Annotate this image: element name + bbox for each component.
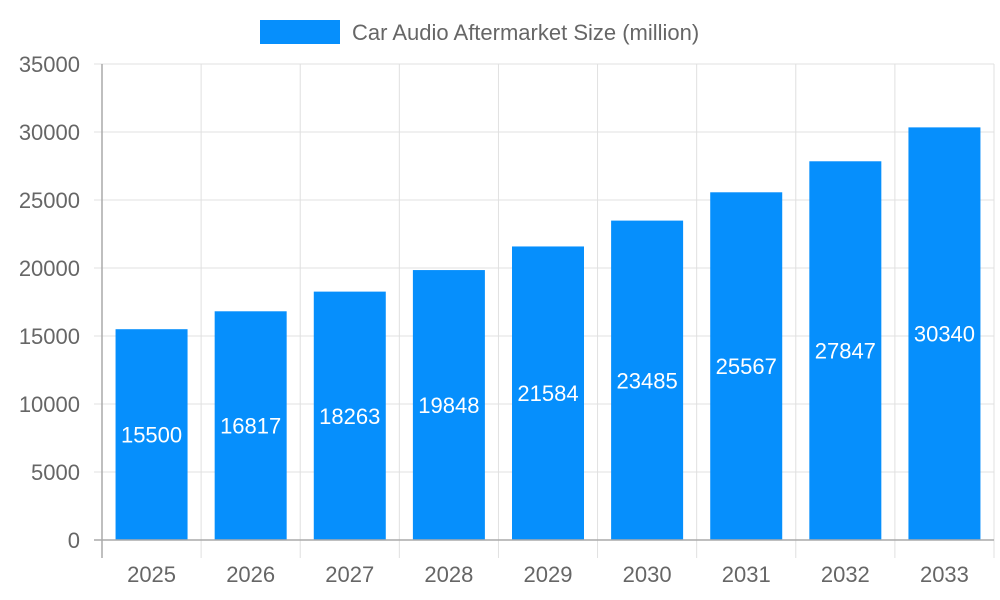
x-tick-label: 2028 (424, 562, 473, 587)
y-tick-label: 25000 (19, 188, 80, 213)
bar (214, 311, 287, 540)
y-tick-label: 15000 (19, 324, 80, 349)
bar-data-label: 21584 (517, 381, 578, 406)
y-tick-label: 5000 (31, 460, 80, 485)
y-tick-label: 0 (68, 528, 80, 553)
bar (512, 246, 584, 541)
bar-data-label: 18263 (319, 404, 380, 429)
x-tick-label: 2033 (920, 562, 969, 587)
x-tick-label: 2030 (623, 562, 672, 587)
bar (908, 127, 981, 540)
bar-data-label: 15500 (121, 423, 182, 448)
bars: 15500 16817 18263 19848 21584 23485 25567 27847… (115, 127, 981, 541)
x-tick-label: 2029 (524, 562, 573, 587)
y-tick-label: 30000 (19, 120, 80, 145)
bar (611, 220, 684, 540)
axes: 0 5000 10000 15000 20000 25000 30000 35000 2025 2… (19, 52, 995, 587)
bar-data-label: 23485 (617, 368, 678, 393)
x-tick-label: 2027 (325, 562, 374, 587)
bar-data-label: 16817 (220, 414, 281, 439)
bar-data-label: 19848 (418, 393, 479, 418)
bar-data-label: 25567 (716, 354, 777, 379)
grid (102, 63, 995, 540)
x-tick-label: 2026 (226, 562, 275, 587)
bar (313, 291, 386, 540)
bar (809, 161, 882, 540)
x-tick-label: 2025 (127, 562, 176, 587)
legend[interactable]: Car Audio Aftermarket Size (million) (260, 20, 699, 45)
legend-label: Car Audio Aftermarket Size (million) (352, 20, 699, 45)
legend-swatch (260, 20, 340, 44)
y-tick-label: 35000 (19, 52, 80, 77)
bar-data-label: 30340 (914, 322, 975, 347)
x-tick-label: 2031 (722, 562, 771, 587)
x-tick-label: 2032 (821, 562, 870, 587)
bar-data-label: 27847 (815, 339, 876, 364)
y-tick-label: 10000 (19, 392, 80, 417)
y-tick-label: 20000 (19, 256, 80, 281)
bar (710, 192, 783, 540)
bar (412, 270, 485, 540)
bar (115, 329, 188, 540)
